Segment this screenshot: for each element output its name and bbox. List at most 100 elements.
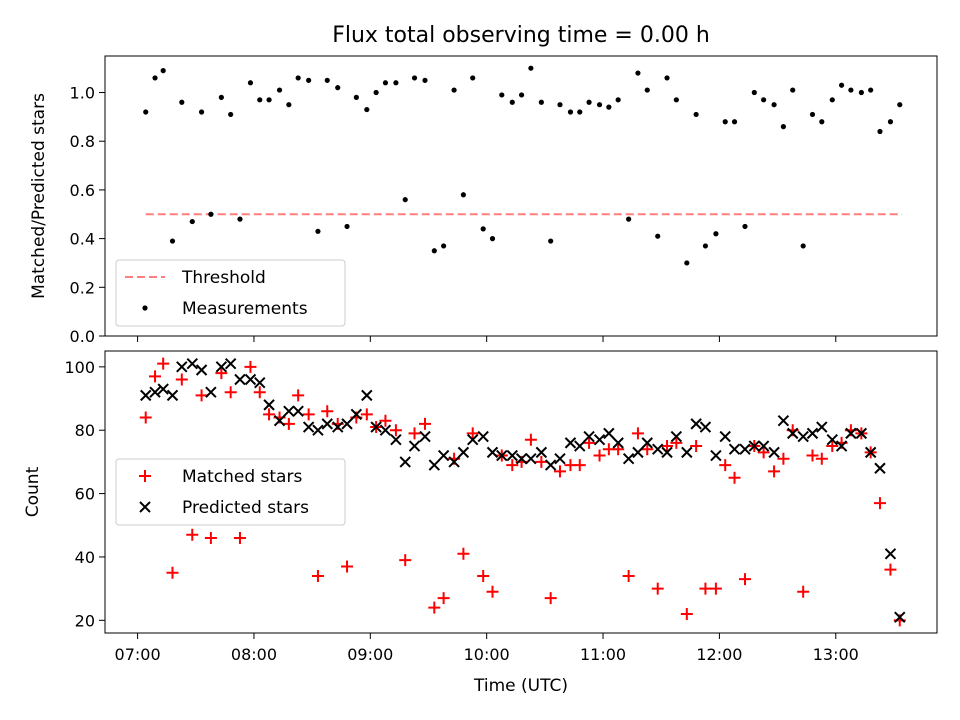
predicted-star-marker (622, 453, 635, 465)
measurement-point (655, 233, 661, 239)
matched-star-marker (204, 531, 217, 544)
predicted-star-marker (140, 389, 152, 402)
matched-star-marker (341, 560, 354, 573)
predicted-star-marker (564, 437, 577, 449)
predicted-star-marker (244, 373, 257, 386)
measurement-point (809, 111, 816, 118)
matched-star-marker (680, 607, 693, 620)
matched-star-marker (379, 414, 392, 427)
predicted-star-marker (428, 459, 441, 471)
predicted-star-marker (525, 453, 537, 465)
measurement-point (189, 218, 195, 225)
measurement-point (790, 87, 796, 93)
measurement-point (470, 75, 476, 81)
matched-star-marker (157, 357, 170, 370)
matched-star-marker (553, 465, 566, 478)
matched-star-marker (699, 582, 712, 595)
top-x-ticks (137, 336, 837, 342)
measurement-point (143, 109, 149, 115)
legend-threshold-label: Threshold (181, 268, 266, 288)
legend-measurements-swatch (142, 305, 148, 311)
predicted-star-marker (215, 361, 228, 373)
bottom-x-tick-label: 07:00 (115, 645, 161, 664)
predicted-star-marker (748, 440, 761, 452)
measurement-point (451, 87, 457, 93)
bottom-y-tick-label: 80 (75, 421, 95, 440)
matched-star-marker (457, 547, 470, 560)
bottom-y-tick-label: 100 (64, 358, 95, 377)
measurement-point (364, 106, 370, 113)
predicted-star-marker (186, 357, 198, 370)
matched-star-marker (437, 592, 450, 605)
measurement-point (499, 92, 505, 98)
predicted-star-marker (149, 386, 161, 398)
matched-stars-points (139, 357, 906, 627)
measurement-point (877, 128, 883, 135)
predicted-star-marker (477, 430, 489, 443)
predicted-star-marker (797, 430, 809, 443)
measurement-point (353, 94, 359, 100)
predicted-star-marker (670, 430, 683, 443)
bottom-x-tick-label: 11:00 (580, 645, 626, 664)
measurement-point (266, 97, 272, 103)
bottom-legend: Matched stars Predicted stars (115, 458, 346, 526)
predicted-star-marker (263, 399, 275, 411)
bottom-y-tick-label: 60 (75, 485, 95, 504)
measurement-point (635, 70, 641, 76)
predicted-star-marker (515, 453, 528, 465)
matched-star-marker (583, 436, 596, 449)
predicted-star-marker (855, 427, 868, 440)
predicted-stars-points (140, 357, 906, 623)
measurement-point (152, 75, 158, 81)
measurement-point (644, 87, 650, 93)
measurement-point (548, 238, 554, 244)
predicted-star-marker (739, 443, 751, 455)
measurement-point (480, 226, 486, 232)
matched-star-marker (815, 452, 828, 465)
bottom-x-tick-label: 12:00 (696, 645, 742, 664)
measurement-point (335, 85, 341, 91)
predicted-star-marker (681, 446, 693, 459)
top-y-tick-label: 0.8 (70, 132, 95, 151)
top-chart-title: Flux total observing time = 0.00 h (332, 23, 710, 48)
predicted-star-marker (699, 421, 712, 433)
predicted-star-marker (341, 418, 353, 430)
matched-star-marker (215, 367, 228, 380)
predicted-star-marker (603, 427, 615, 440)
measurement-point (160, 68, 166, 74)
matched-star-marker (399, 554, 412, 567)
top-panel: Flux total observing time = 0.00 h Match… (29, 23, 938, 346)
matched-star-marker (719, 459, 732, 472)
predicted-star-marker (457, 446, 470, 459)
measurement-point (306, 77, 312, 83)
measurement-point (228, 111, 234, 118)
measurement-point (557, 102, 563, 108)
measurement-point (702, 243, 709, 249)
predicted-star-marker (390, 434, 402, 446)
matched-star-marker (651, 582, 664, 595)
predicted-star-marker (835, 440, 848, 452)
bottom-x-ticks: 07:00 08:00 09:00 10:00 11:00 12:00 13:00 (115, 633, 859, 664)
predicted-star-marker (321, 418, 333, 430)
matched-star-marker (631, 427, 644, 440)
matched-star-marker (321, 405, 334, 418)
matched-star-marker (292, 389, 305, 402)
matched-star-marker (739, 573, 751, 586)
bottom-x-tick-label: 10:00 (464, 645, 510, 664)
predicted-star-marker (486, 446, 499, 459)
matched-star-marker (506, 459, 519, 472)
measurement-point (441, 243, 447, 249)
predicted-star-marker (593, 434, 606, 446)
matched-star-marker (233, 531, 246, 544)
measurement-point (626, 216, 632, 222)
predicted-star-marker (652, 443, 664, 455)
predicted-star-marker (176, 361, 188, 373)
predicted-star-marker (894, 611, 906, 623)
measurement-point (800, 243, 806, 249)
matched-star-marker (661, 440, 674, 453)
bottom-y-tick-label: 20 (75, 611, 95, 630)
legend-predicted-label: Predicted stars (182, 498, 309, 518)
predicted-star-marker (379, 424, 392, 436)
predicted-star-marker (710, 449, 722, 462)
measurement-point (742, 223, 748, 230)
